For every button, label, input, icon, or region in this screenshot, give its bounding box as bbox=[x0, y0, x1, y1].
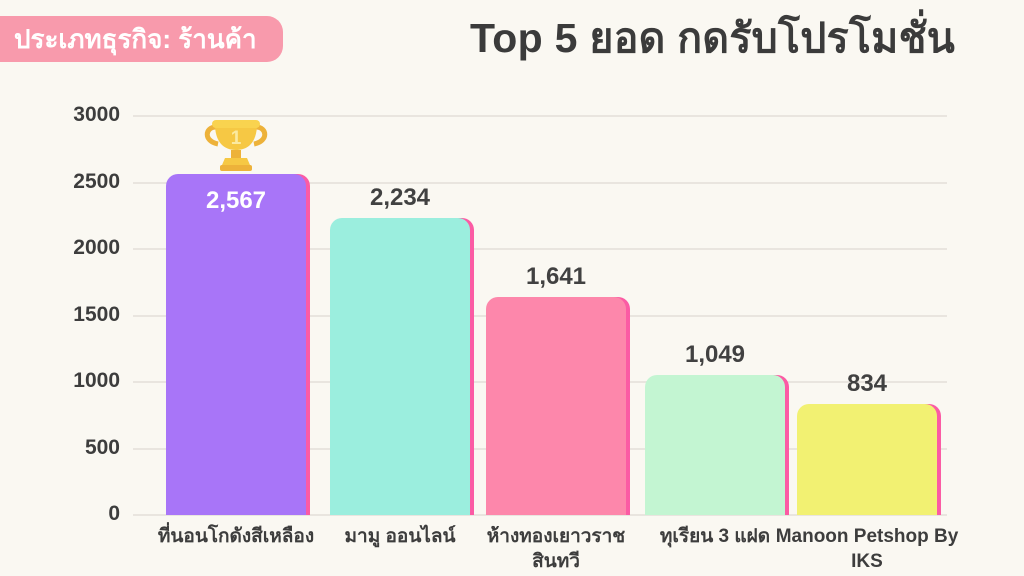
y-axis-tick-label: 1500 bbox=[73, 302, 120, 326]
gridline-2000 bbox=[133, 248, 947, 250]
y-axis-tick-label: 0 bbox=[108, 502, 120, 525]
y-axis-tick-label: 2000 bbox=[73, 236, 120, 259]
gridline-3000 bbox=[133, 115, 947, 117]
bar-rank-5 bbox=[797, 404, 937, 515]
bar-category-label: ห้างทองเยาวราช สินทวี bbox=[486, 526, 626, 572]
bar-rank-1 bbox=[166, 173, 306, 515]
bar-rank-3 bbox=[486, 296, 626, 515]
bar-value-label: 2,234 bbox=[369, 183, 431, 211]
bar-value-label: 1,049 bbox=[684, 341, 746, 369]
gridline-2500 bbox=[133, 181, 947, 184]
trophy-icon-svg: 1 bbox=[204, 119, 268, 171]
bar-value-label: 1,641 bbox=[525, 262, 587, 290]
bar-value-label: 2,567 bbox=[205, 186, 267, 214]
bar-category-label: Manoon Petshop By IKS bbox=[775, 526, 959, 572]
category-badge-label: ประเภทธุรกิจ: ร้านค้า bbox=[14, 24, 257, 54]
gridline-0 bbox=[133, 514, 947, 516]
category-badge: ประเภทธุรกิจ: ร้านค้า bbox=[0, 16, 283, 62]
bar-category-label: ทุเรียน 3 แฝด bbox=[659, 526, 771, 547]
y-axis-tick-label: 2500 bbox=[73, 169, 120, 193]
bar-rank-4 bbox=[645, 375, 785, 515]
trophy-rank-label: 1 bbox=[231, 128, 242, 149]
y-axis-tick-label: 3000 bbox=[73, 103, 120, 126]
trophy-rank-1-icon: 1 bbox=[198, 117, 274, 175]
bar-category-label: มามู ออนไลน์ bbox=[344, 526, 456, 547]
bar-rank-2 bbox=[330, 217, 470, 515]
y-axis-tick-label: 1000 bbox=[73, 369, 120, 392]
page-title: Top 5 ยอด กดรับโปรโมชั่น bbox=[469, 15, 956, 61]
bar-value-label: 834 bbox=[846, 370, 888, 398]
bar-category-label: ที่นอนโกดังสีเหลือง bbox=[157, 526, 315, 547]
y-axis-tick-label: 500 bbox=[84, 435, 120, 459]
